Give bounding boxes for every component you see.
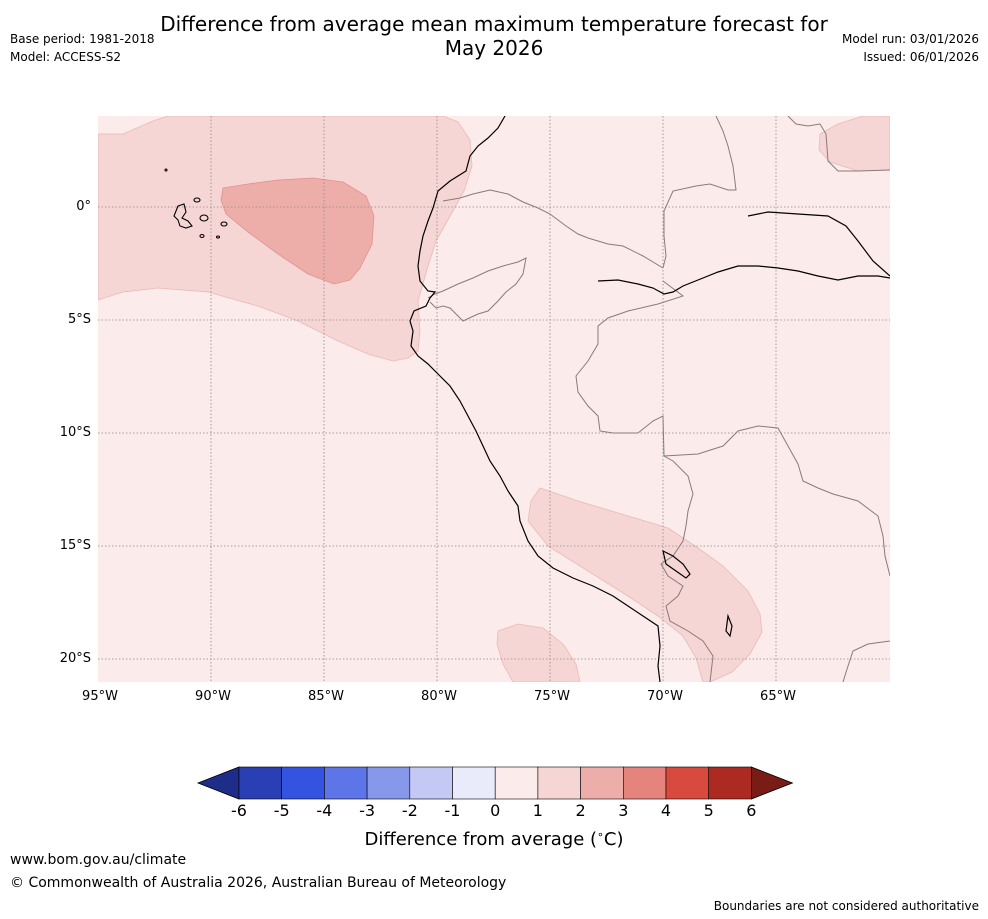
- colorbar-tick-label: 2: [575, 801, 586, 820]
- graticule: [98, 116, 890, 682]
- colorbar-cell: [622, 766, 667, 800]
- colorbar-cell: [665, 766, 710, 800]
- colorbar-tick-label: 3: [618, 801, 629, 820]
- model-run-date: Model run: 03/01/2026: [841, 32, 979, 46]
- border-peru-brazil: [575, 280, 685, 457]
- colorbar-cell: [324, 766, 368, 800]
- country-borders: [427, 116, 890, 682]
- anomaly-region-2-3: [220, 177, 375, 285]
- lon-label-65w: 65°W: [760, 689, 796, 704]
- footer-copyright: © Commonwealth of Australia 2026, Austra…: [10, 875, 507, 891]
- border-colombia-venezuela-north: [662, 116, 737, 269]
- model-info: Base period: 1981-2018 Model: ACCESS-S2: [10, 30, 155, 66]
- anomaly-region-1-2-altiplano: [527, 487, 763, 682]
- lon-label-80w: 80°W: [421, 689, 457, 704]
- colorbar-tick-label: -4: [316, 801, 333, 820]
- colorbar-tick-label: 1: [532, 801, 543, 820]
- colorbar-tick-label: -3: [359, 801, 376, 820]
- forecast-map: [98, 116, 890, 682]
- border-peru-bolivia: [660, 455, 714, 682]
- base-period: Base period: 1981-2018: [10, 32, 155, 46]
- colorbar-cell: [366, 766, 411, 800]
- lon-label-70w: 70°W: [647, 689, 683, 704]
- island-floreana: [199, 233, 205, 239]
- colorbar-tick-label: 5: [703, 801, 714, 820]
- colorbar-tick-label: 0: [490, 801, 501, 820]
- lat-label-5s: 5°S: [67, 312, 91, 327]
- lon-label-85w: 85°W: [308, 689, 344, 704]
- title-line-1: Difference from average mean maximum tem…: [160, 12, 828, 36]
- lat-label-0: 0°: [76, 199, 91, 214]
- colorbar-tick-label: 4: [660, 801, 672, 820]
- colorbar-cell: [281, 766, 325, 800]
- lon-label-95w: 95°W: [82, 689, 118, 704]
- anomaly-region-1-2-south: [496, 623, 581, 682]
- coast-pacific-south-america: [409, 116, 661, 682]
- coast-lake-titicaca: [662, 549, 691, 579]
- lon-label-90w: 90°W: [195, 689, 231, 704]
- colorbar-tick-label: -1: [444, 801, 461, 820]
- island-san-cristobal: [220, 221, 228, 227]
- lat-label-20s: 20°S: [59, 651, 91, 666]
- colorbar-tick-label: 6: [746, 801, 757, 820]
- galapagos-islands: [164, 168, 228, 239]
- colorbar-extend-low: [196, 766, 240, 800]
- map-title: Difference from average mean maximum tem…: [0, 12, 988, 60]
- colorbar-cells: [196, 766, 794, 800]
- colorbar-cell: [494, 766, 539, 800]
- colorbar-tick-label: -6: [231, 801, 247, 820]
- border-ecuador-peru: [427, 257, 527, 322]
- colorbar-tick-label: -5: [273, 801, 290, 820]
- border-bolivia-brazil: [663, 425, 890, 577]
- lon-label-75w: 75°W: [534, 689, 570, 704]
- border-bolivia-south: [842, 640, 890, 682]
- lat-label-15s: 15°S: [59, 538, 91, 553]
- island-isabela: [173, 203, 193, 229]
- colorbar-cell: [409, 766, 453, 800]
- colorbar-cell: [580, 766, 624, 800]
- footer-disclaimer: Boundaries are not considered authoritat…: [713, 899, 979, 913]
- lat-label-10s: 10°S: [59, 425, 91, 440]
- issued-date: Issued: 06/01/2026: [863, 50, 979, 64]
- island-darwin: [164, 168, 168, 172]
- island-santiago: [193, 197, 201, 203]
- colorbar-cell: [238, 766, 283, 800]
- border-colombia-ecuador: [442, 189, 664, 269]
- coast-rio-negro: [747, 211, 890, 277]
- coast-amazon-river: [597, 265, 890, 295]
- colorbar-extend-high: [751, 766, 794, 800]
- colorbar-cell: [708, 766, 752, 800]
- colorbar-tick-label: -2: [401, 801, 418, 820]
- footer-url: www.bom.gov.au/climate: [10, 852, 187, 868]
- colorbar-label: Difference from average (∘C): [364, 828, 624, 850]
- island-espanola: [215, 235, 221, 239]
- island-santa-cruz: [199, 214, 209, 222]
- colorbar: [196, 766, 794, 800]
- coastlines: [409, 116, 890, 682]
- border-venezuela-brazil: [787, 116, 890, 172]
- colorbar-cell: [452, 766, 496, 800]
- colorbar-cell: [537, 766, 581, 800]
- title-line-2: May 2026: [444, 36, 544, 60]
- run-info: Model run: 03/01/2026 Issued: 06/01/2026: [842, 30, 979, 66]
- coast-lake-poopo: [725, 613, 733, 638]
- model-name: Model: ACCESS-S2: [10, 50, 122, 64]
